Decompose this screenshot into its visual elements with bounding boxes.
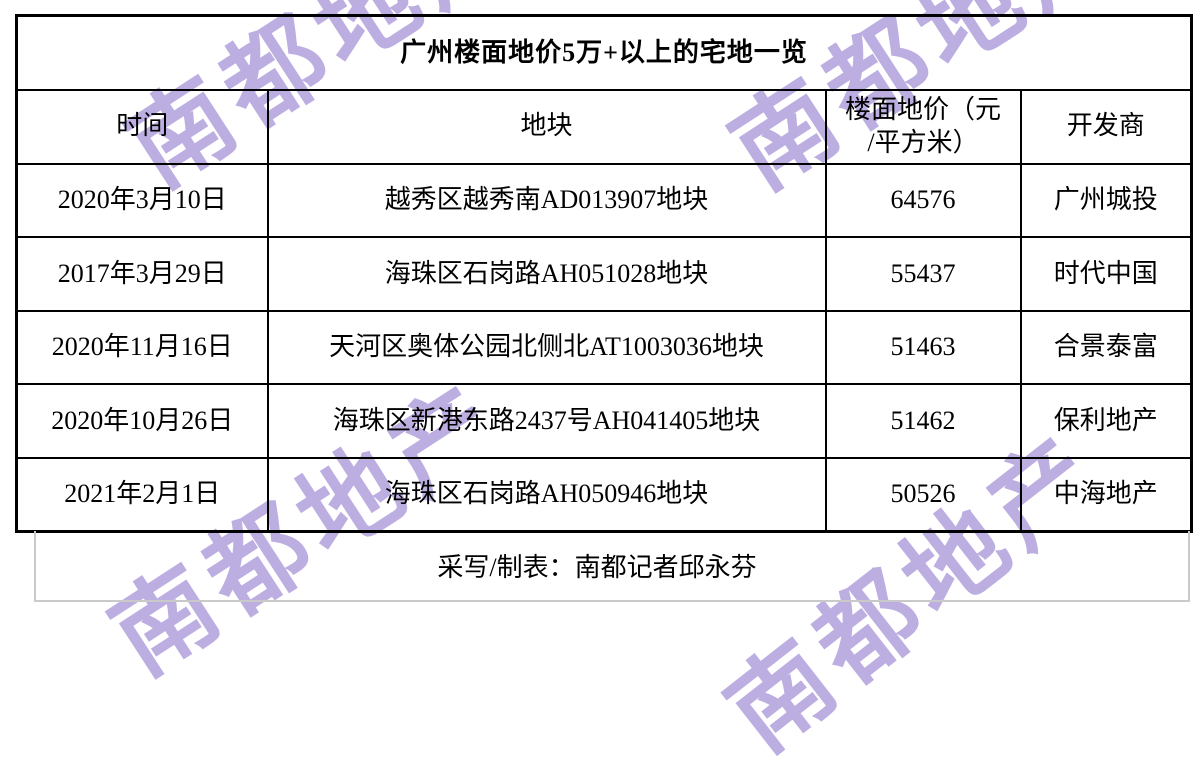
cell-developer: 保利地产: [1019, 383, 1193, 459]
column-header-price: 楼面地价（元 /平方米）: [824, 88, 1022, 165]
land-price-table-wrap: 广州楼面地价5万+以上的宅地一览 时间 地块 楼面地价（元 /平方米） 开发商 …: [15, 14, 1194, 533]
cell-plot: 海珠区石岗路AH050946地块: [266, 456, 827, 533]
table-row: 2020年11月16日 天河区奥体公园北侧北AT1003036地块 51463 …: [15, 309, 1193, 386]
cell-price: 50526: [824, 456, 1022, 533]
cell-developer: 合景泰富: [1019, 309, 1193, 386]
cell-developer: 时代中国: [1019, 236, 1193, 312]
footer-credit-row: 采写/制表：南都记者邱永芬: [34, 531, 1190, 602]
table-row: 2021年2月1日 海珠区石岗路AH050946地块 50526 中海地产: [15, 456, 1193, 533]
cell-plot: 海珠区新港东路2437号AH041405地块: [266, 383, 827, 459]
cell-date: 2020年10月26日: [15, 383, 269, 459]
cell-date: 2020年3月10日: [15, 162, 269, 239]
column-header-developer: 开发商: [1019, 88, 1193, 165]
cell-developer: 广州城投: [1019, 162, 1193, 239]
land-price-table: 广州楼面地价5万+以上的宅地一览 时间 地块 楼面地价（元 /平方米） 开发商 …: [15, 14, 1194, 533]
column-header-time: 时间: [15, 88, 269, 165]
cell-developer: 中海地产: [1019, 456, 1193, 533]
cell-price: 51463: [824, 309, 1022, 386]
cell-price: 55437: [824, 236, 1022, 312]
cell-date: 2017年3月29日: [15, 236, 269, 312]
table-row: 2017年3月29日 海珠区石岗路AH051028地块 55437 时代中国: [15, 236, 1193, 312]
column-header-price-line2: /平方米）: [867, 127, 979, 157]
table-title: 广州楼面地价5万+以上的宅地一览: [15, 14, 1193, 91]
table-header-row: 时间 地块 楼面地价（元 /平方米） 开发商: [15, 88, 1193, 165]
column-header-plot: 地块: [266, 88, 827, 165]
footer-credit-text: 采写/制表：南都记者邱永芬: [437, 553, 757, 582]
cell-date: 2020年11月16日: [15, 309, 269, 386]
cell-price: 64576: [824, 162, 1022, 239]
cell-plot: 天河区奥体公园北侧北AT1003036地块: [266, 309, 827, 386]
column-header-price-line1: 楼面地价（元: [844, 95, 1001, 124]
cell-price: 51462: [824, 383, 1022, 459]
page: { "chart_data": { "type": "table", "titl…: [15, 0, 1194, 774]
table-title-row: 广州楼面地价5万+以上的宅地一览: [15, 14, 1193, 91]
table-row: 2020年10月26日 海珠区新港东路2437号AH041405地块 51462…: [15, 383, 1193, 459]
cell-date: 2021年2月1日: [15, 456, 269, 533]
cell-plot: 越秀区越秀南AD013907地块: [266, 162, 827, 239]
cell-plot: 海珠区石岗路AH051028地块: [266, 236, 827, 312]
table-row: 2020年3月10日 越秀区越秀南AD013907地块 64576 广州城投: [15, 162, 1193, 239]
